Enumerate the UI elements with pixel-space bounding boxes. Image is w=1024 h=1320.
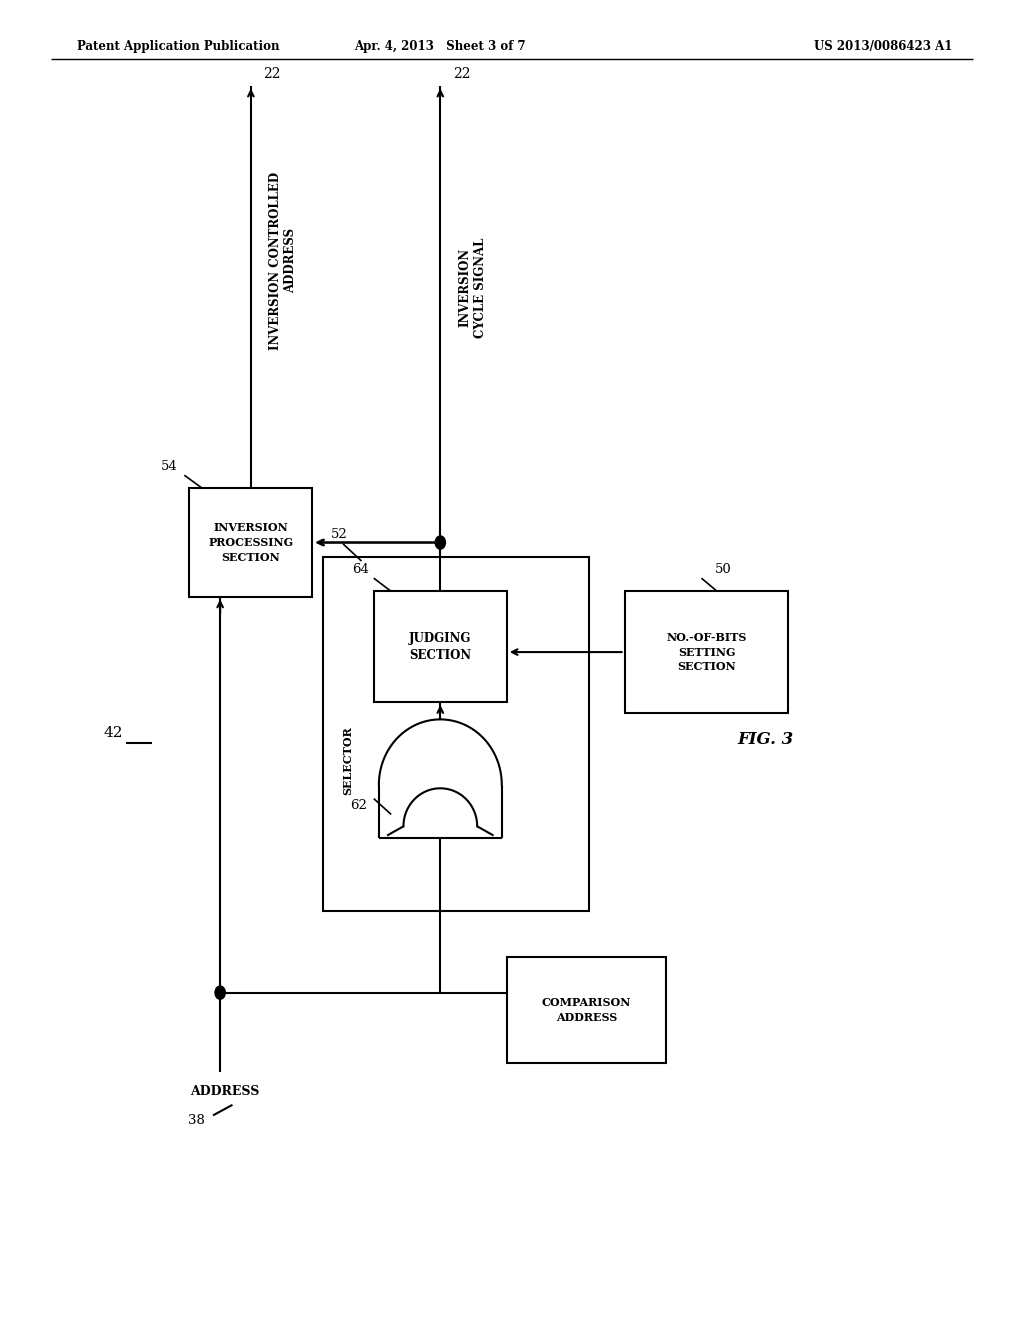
Bar (189, 488, 312, 597)
Text: 50: 50 (715, 562, 731, 576)
Text: 52: 52 (331, 528, 347, 541)
Text: 54: 54 (161, 459, 177, 473)
Text: FIG. 3: FIG. 3 (737, 731, 794, 747)
Text: 38: 38 (188, 1114, 205, 1127)
Text: COMPARISON
ADDRESS: COMPARISON ADDRESS (542, 997, 631, 1023)
Bar (374, 591, 507, 702)
Text: NO.-OF-BITS
SETTING
SECTION: NO.-OF-BITS SETTING SECTION (667, 632, 746, 672)
Circle shape (215, 986, 225, 999)
Text: 64: 64 (352, 562, 369, 576)
Text: 22: 22 (263, 66, 281, 81)
Text: Apr. 4, 2013   Sheet 3 of 7: Apr. 4, 2013 Sheet 3 of 7 (354, 40, 526, 53)
Bar (507, 957, 666, 1063)
Text: INVERSION
PROCESSING
SECTION: INVERSION PROCESSING SECTION (208, 523, 294, 562)
Bar (625, 591, 788, 713)
Bar (323, 557, 589, 911)
Text: ADDRESS: ADDRESS (190, 1085, 260, 1098)
Text: Patent Application Publication: Patent Application Publication (77, 40, 280, 53)
Text: INVERSION CONTROLLED
ADDRESS: INVERSION CONTROLLED ADDRESS (269, 172, 297, 350)
Text: INVERSION
CYCLE SIGNAL: INVERSION CYCLE SIGNAL (459, 238, 486, 338)
Circle shape (435, 536, 445, 549)
Text: 42: 42 (103, 726, 123, 739)
Text: 62: 62 (350, 799, 367, 812)
Text: JUDGING
SECTION: JUDGING SECTION (410, 632, 471, 661)
Text: 22: 22 (453, 66, 470, 81)
Text: US 2013/0086423 A1: US 2013/0086423 A1 (814, 40, 952, 53)
Text: SELECTOR: SELECTOR (343, 726, 353, 795)
